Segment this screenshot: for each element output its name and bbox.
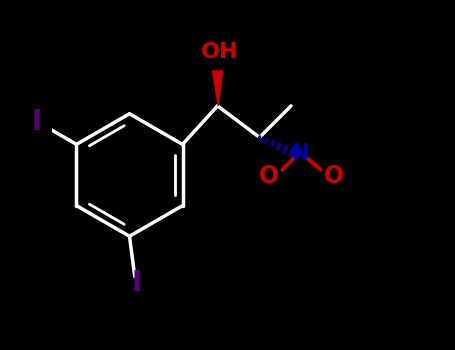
Text: OH: OH [201,42,238,62]
Text: I: I [131,269,142,297]
Text: O: O [324,164,344,188]
Polygon shape [212,71,222,106]
Text: I: I [32,108,42,136]
Text: O: O [259,164,279,188]
Text: N: N [291,143,308,163]
